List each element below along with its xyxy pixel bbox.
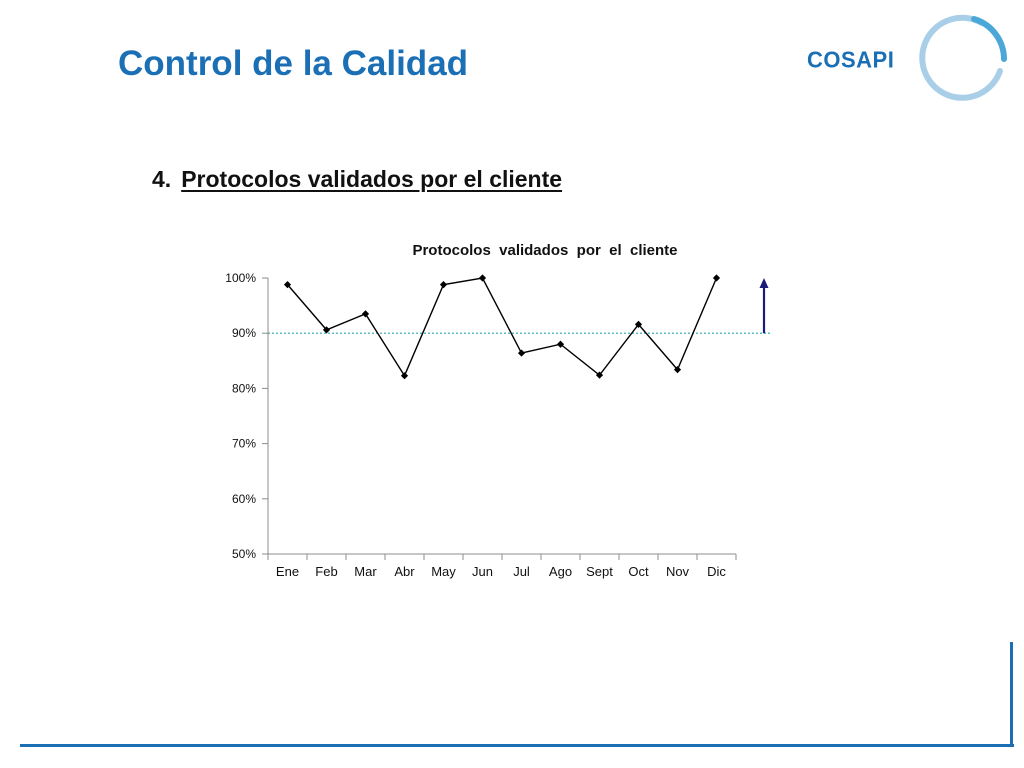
x-tick-label: Sept <box>586 564 613 579</box>
cosapi-ring-logo-icon <box>919 14 1007 101</box>
frame-right-line <box>1010 642 1013 747</box>
data-point <box>556 340 565 348</box>
chart-title: Protocolos validados por el cliente <box>412 242 677 259</box>
section-heading: 4. Protocolos validados por el cliente <box>152 166 562 193</box>
data-point <box>361 310 370 318</box>
frame-bottom-line <box>20 744 1014 747</box>
section-number: 4. <box>152 166 172 192</box>
x-tick-label: Ene <box>276 564 299 579</box>
chart-axes <box>262 277 737 560</box>
data-point <box>400 372 409 380</box>
slide-title: Control de la Calidad <box>118 44 469 83</box>
x-tick-label: Nov <box>666 564 690 579</box>
data-point <box>322 326 331 334</box>
y-tick-label: 90% <box>232 326 256 340</box>
y-tick-label: 80% <box>232 381 256 395</box>
x-tick-label: Abr <box>394 564 415 579</box>
data-point <box>634 320 643 328</box>
data-point <box>595 371 604 379</box>
series-line <box>286 277 718 378</box>
series-layer <box>283 274 721 380</box>
x-tick-label: Oct <box>628 564 649 579</box>
data-point <box>712 274 721 282</box>
x-tick-label: Dic <box>707 564 726 579</box>
y-tick-label: 70% <box>232 437 256 451</box>
x-tick-label: Jul <box>513 564 530 579</box>
y-tick-label: 100% <box>225 271 256 285</box>
data-point <box>439 281 448 289</box>
up-arrow-icon <box>759 278 769 288</box>
x-tick-label: Jun <box>472 564 493 579</box>
cosapi-logo-text: COSAPI <box>807 46 895 73</box>
target-layer <box>268 278 770 334</box>
y-tick-label: 60% <box>232 492 256 506</box>
section-title: Protocolos validados por el cliente <box>181 166 563 192</box>
x-tick-label: May <box>431 564 456 579</box>
data-point <box>283 281 292 289</box>
y-tick-label: 50% <box>232 547 256 561</box>
tick-labels: 50% 60% 70% 80% 90% 100% Ene Feb Mar Abr May Jun Jul… <box>225 271 726 579</box>
x-tick-label: Ago <box>549 564 572 579</box>
x-tick-label: Feb <box>315 564 337 579</box>
data-point <box>673 366 682 374</box>
data-point <box>517 349 526 357</box>
data-point <box>478 274 487 282</box>
x-tick-label: Mar <box>354 564 377 579</box>
